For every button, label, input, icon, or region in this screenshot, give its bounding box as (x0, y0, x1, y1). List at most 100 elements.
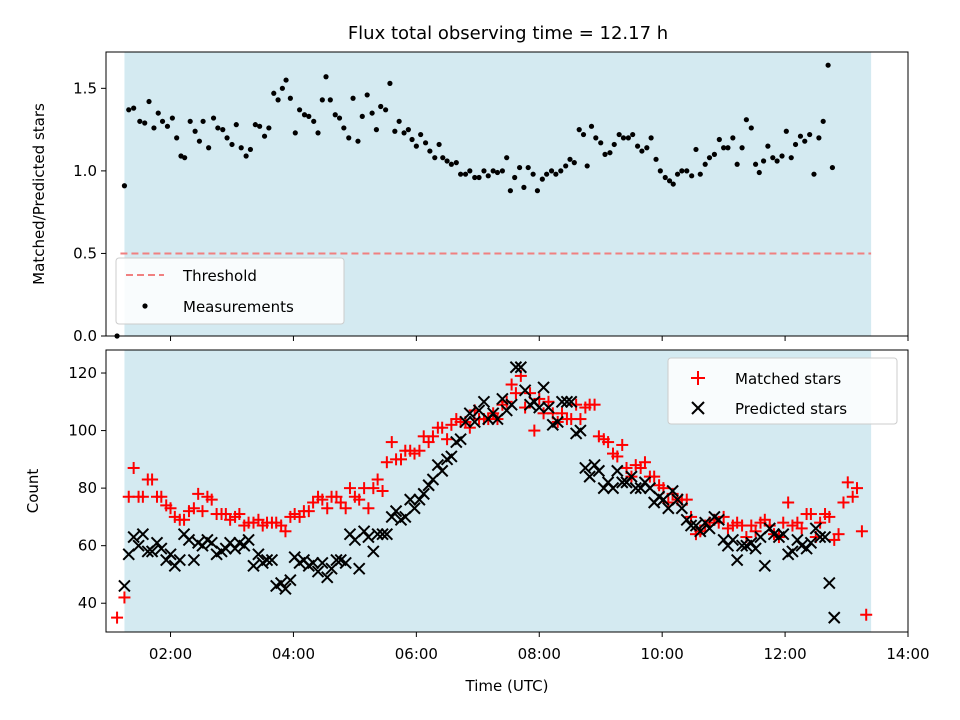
measurement-point (630, 131, 636, 138)
predicted-star-point (371, 527, 384, 541)
measurement-point (507, 188, 513, 194)
measurement-point (734, 161, 740, 167)
matched-star-point (795, 522, 808, 535)
measurement-point (825, 62, 831, 68)
measurement-point (283, 77, 289, 83)
time-x-ticks: 02:00 04:00 06:00 08:00 10:00 12:00 14:00 (149, 632, 930, 663)
measurement-point (287, 95, 293, 101)
predicted-star-point (274, 576, 288, 590)
measurement-point (504, 155, 510, 161)
matched-star-point (394, 453, 407, 466)
x-tick-label: 08:00 (518, 645, 561, 663)
matched-star-point (860, 608, 873, 621)
x-tick-label: 04:00 (272, 645, 315, 663)
predicted-star-point (311, 565, 325, 578)
measurement-point (413, 143, 419, 149)
matched-star-point (570, 398, 583, 411)
matched-star-point (574, 413, 587, 426)
measurement-point (210, 115, 217, 121)
measurement-point (521, 184, 527, 190)
measurement-point (301, 112, 308, 118)
measurements-legend-swatch (142, 303, 148, 309)
predicted-star-point (132, 539, 145, 552)
predicted-star-point (579, 461, 592, 475)
measurement-point (383, 107, 389, 113)
measurement-point (311, 118, 317, 124)
predicted-star-point (413, 493, 426, 506)
measurements-legend-label: Measurements (183, 298, 294, 316)
measurement-point (458, 171, 464, 177)
predicted-star-point (252, 548, 265, 561)
predicted-star-point (671, 493, 684, 506)
y-tick-label: 100 (68, 422, 97, 440)
measurement-point (644, 145, 650, 151)
measurement-point (364, 92, 370, 98)
measurement-point (238, 145, 244, 151)
measurement-point (476, 174, 482, 181)
measurement-point (730, 135, 736, 141)
measurement-point (224, 135, 230, 141)
x-tick-label: 02:00 (149, 645, 192, 663)
predicted-star-point (813, 530, 827, 544)
measurement-point (155, 110, 161, 116)
predicted-star-point (435, 464, 449, 478)
predicted-star-point (321, 571, 334, 584)
measurement-point (639, 148, 645, 154)
threshold-legend-label: Threshold (182, 267, 257, 285)
measurement-point (215, 125, 221, 131)
matched-star-point (814, 516, 827, 529)
predicted-star-point (122, 548, 135, 561)
predicted-star-point (330, 553, 343, 567)
predicted-star-point (417, 487, 430, 501)
matched-star-point (196, 505, 209, 518)
measurement-point (625, 135, 631, 141)
matched-star-point (638, 456, 651, 469)
predicted-star-point (352, 562, 366, 575)
predicted-star-point (376, 527, 389, 541)
predicted-star-point (514, 361, 528, 374)
y-tick-label: 40 (78, 594, 97, 612)
matched-star-point (316, 493, 329, 506)
measurement-point (292, 130, 298, 136)
measurement-point (315, 130, 321, 136)
matched-star-point (385, 436, 398, 449)
matched-star-point (380, 456, 393, 469)
predicted-star-point (634, 481, 647, 495)
measurement-point (206, 145, 212, 151)
predicted-star-point (389, 504, 403, 518)
measurement-point (151, 125, 157, 131)
measurement-point (792, 141, 799, 148)
predicted-star-point (228, 542, 242, 555)
predicted-star-point (238, 539, 251, 552)
measurement-point (142, 120, 148, 126)
measurement-point (373, 127, 380, 133)
measurement-point (512, 174, 518, 181)
measurement-point (220, 127, 226, 133)
predicted-star-point (818, 530, 832, 544)
measurement-point (146, 98, 152, 105)
predicted-star-point (136, 527, 150, 541)
measurement-point (266, 125, 272, 131)
measurement-point (332, 112, 338, 118)
measurement-point (499, 168, 505, 174)
matched-star-point (111, 611, 124, 624)
measurement-point (327, 97, 333, 103)
measurement-point (711, 151, 718, 157)
matched-star-point (362, 502, 375, 515)
predicted-star-point (597, 481, 611, 495)
measurement-point (126, 107, 132, 113)
matched-star-point (146, 473, 159, 486)
matched-star-point (441, 433, 454, 446)
time-x-axis-label: Time (UTC) (465, 677, 549, 695)
predicted-star-point (625, 470, 638, 483)
measurement-point (829, 164, 836, 171)
predicted-star-point (745, 536, 758, 550)
count-y-ticks: 40 60 80 100 120 (68, 364, 106, 612)
matched-star-point (837, 496, 850, 509)
matched-star-point (302, 505, 315, 518)
measurement-point (580, 131, 587, 138)
measurement-point (350, 95, 356, 101)
predicted-star-point (698, 516, 712, 529)
ratio-y-ticks: 0.0 0.5 1.0 1.5 (73, 79, 106, 345)
predicted-star-point (362, 530, 375, 544)
